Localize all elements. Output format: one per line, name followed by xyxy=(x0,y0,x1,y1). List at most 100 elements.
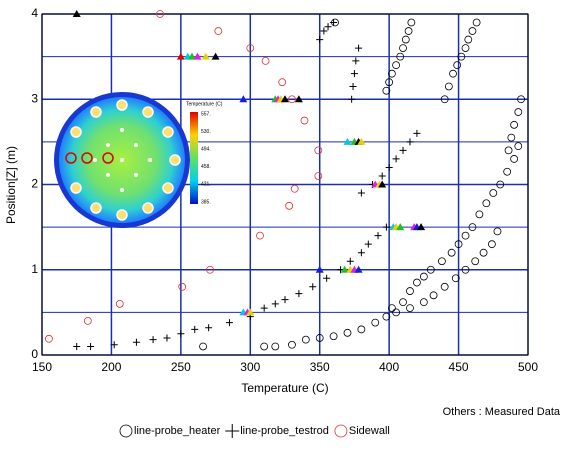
data-point xyxy=(505,147,512,154)
x-tick-label: 250 xyxy=(171,360,191,374)
x-tick-label: 450 xyxy=(449,360,469,374)
data-point xyxy=(379,172,386,179)
data-point xyxy=(288,341,295,348)
data-point xyxy=(448,249,455,256)
colorbar-label: 494. xyxy=(201,147,211,153)
data-point xyxy=(301,117,308,124)
legend-label: Sidewall xyxy=(349,425,390,437)
data-point xyxy=(511,155,518,162)
y-axis-label: Position[Z] (m) xyxy=(4,146,18,224)
data-point xyxy=(393,155,400,162)
data-point xyxy=(315,172,322,179)
colorbar xyxy=(190,112,198,204)
data-point xyxy=(472,258,479,265)
y-tick-label: 1 xyxy=(31,262,38,276)
data-point xyxy=(430,292,437,299)
data-point xyxy=(469,28,476,35)
annotation: Others : Measured Data xyxy=(443,406,561,418)
data-point xyxy=(355,45,362,52)
data-point xyxy=(45,335,52,342)
data-point xyxy=(504,168,511,175)
data-point xyxy=(352,57,359,64)
x-axis-label: Temperature (C) xyxy=(241,381,328,395)
data-point xyxy=(494,228,501,235)
data-point xyxy=(515,143,522,150)
colorbar-label: 458. xyxy=(201,164,211,170)
legend-icon xyxy=(120,425,132,437)
data-point xyxy=(488,241,495,248)
legend-label: line-probe_testrod xyxy=(240,425,329,437)
data-point xyxy=(438,258,445,265)
legend-label: line-probe_heater xyxy=(134,425,221,437)
data-point xyxy=(408,19,415,26)
colorbar-label: 421. xyxy=(201,182,211,188)
data-point xyxy=(365,241,372,248)
data-point xyxy=(133,339,140,346)
data-point xyxy=(315,147,322,154)
data-point xyxy=(87,343,94,350)
data-point xyxy=(441,283,448,290)
data-point xyxy=(490,190,497,197)
data-point xyxy=(454,62,461,69)
x-tick-label: 200 xyxy=(101,360,121,374)
data-point xyxy=(445,83,452,90)
data-point xyxy=(177,330,184,337)
data-point xyxy=(347,258,354,265)
data-point xyxy=(473,19,480,26)
data-point xyxy=(302,336,309,343)
data-point xyxy=(351,70,358,77)
data-point xyxy=(200,343,207,350)
inset-contour: Temperature (C) 557. 530. 494. 458. 421. 385. xyxy=(54,92,223,228)
data-point xyxy=(465,36,472,43)
data-point xyxy=(320,28,327,35)
data-point xyxy=(179,283,186,290)
data-point xyxy=(372,319,379,326)
data-point xyxy=(316,36,323,43)
data-point xyxy=(358,326,365,333)
data-point xyxy=(405,28,412,35)
colorbar-label: 530. xyxy=(201,129,211,135)
data-point xyxy=(400,45,407,52)
data-point xyxy=(511,121,518,128)
data-point xyxy=(348,96,355,103)
data-point xyxy=(330,19,337,26)
data-point xyxy=(226,319,233,326)
data-point xyxy=(261,305,268,312)
chart: Temperature (C) 557. 530. 494. 458. 421. 385.… xyxy=(0,0,579,446)
data-point xyxy=(257,232,264,239)
data-point xyxy=(350,83,357,90)
data-point xyxy=(358,190,365,197)
data-point xyxy=(291,185,298,192)
colorbar-label: 557. xyxy=(201,111,211,117)
data-point xyxy=(406,288,413,295)
x-tick-label: 350 xyxy=(310,360,330,374)
data-point xyxy=(420,273,427,280)
data-point xyxy=(279,79,286,86)
data-point xyxy=(480,249,487,256)
colorbar-title: Temperature (C) xyxy=(186,101,223,107)
data-point xyxy=(116,300,123,307)
data-point xyxy=(262,57,269,64)
data-point xyxy=(413,279,420,286)
data-point xyxy=(375,232,382,239)
data-point xyxy=(358,249,365,256)
data-point xyxy=(406,305,413,312)
data-point xyxy=(282,296,289,303)
legend-icon xyxy=(225,424,239,438)
x-tick-label: 150 xyxy=(32,360,52,374)
data-point xyxy=(73,343,80,350)
data-point xyxy=(450,70,457,77)
data-point xyxy=(406,138,413,145)
data-point xyxy=(420,299,427,306)
data-point xyxy=(272,300,279,307)
data-point xyxy=(402,36,409,43)
data-point xyxy=(508,134,515,141)
legend-icon xyxy=(335,425,347,437)
y-tick-label: 2 xyxy=(31,177,38,191)
data-point xyxy=(400,147,407,154)
colorbar-label: 385. xyxy=(201,199,211,205)
y-tick-label: 3 xyxy=(31,91,38,105)
data-point xyxy=(215,28,222,35)
data-point xyxy=(386,164,393,171)
data-point xyxy=(191,326,198,333)
